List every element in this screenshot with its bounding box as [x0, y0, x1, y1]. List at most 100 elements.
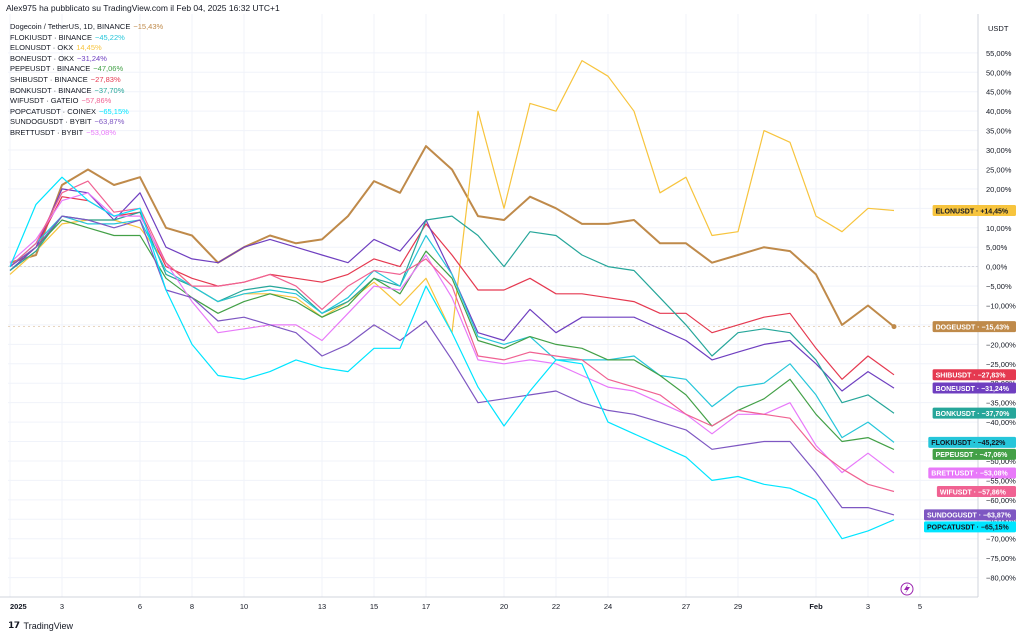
legend-item-value: −63,87%: [94, 117, 125, 127]
legend-item[interactable]: ELONUSDT · OKX 14,45%: [10, 43, 163, 54]
value-tag-bg: [932, 204, 1016, 216]
legend-item[interactable]: SHIBUSDT · BINANCE −27,83%: [10, 75, 163, 86]
y-tick-label: 0,00%: [986, 263, 1008, 272]
x-tick-label: 5: [918, 602, 922, 611]
y-tick-label: −40,00%: [986, 418, 1016, 427]
legend-item[interactable]: POPCATUSDT · COINEX −65,15%: [10, 107, 163, 118]
legend-item-value: −37,70%: [94, 85, 125, 95]
value-tag-bg: [932, 369, 1016, 381]
value-tag-bg: [932, 321, 1016, 333]
x-tick-label: 13: [318, 602, 326, 611]
y-tick-label: −80,00%: [986, 574, 1016, 583]
legend-item[interactable]: PEPEUSDT · BINANCE −47,06%: [10, 64, 163, 75]
y-tick-label: 55,00%: [986, 49, 1012, 58]
series-line-wifusdt: [9, 180, 895, 493]
value-tag-flokiusdt: FLOKIUSDT · −45,22%: [928, 436, 1016, 448]
series-legend: Dogecoin / TetherUS, 1D, BINANCE −15,43% F…: [10, 22, 163, 139]
legend-item-name: SHIBUSDT · BINANCE: [10, 74, 88, 84]
legend-item-value: −27,83%: [90, 74, 121, 84]
legend-item-name: BONEUSDT · OKX: [10, 53, 75, 63]
series-line-dogeusdt: [9, 145, 895, 328]
legend-item[interactable]: BONKUSDT · BINANCE −37,70%: [10, 86, 163, 97]
legend-item-name: FLOKIUSDT · BINANCE: [10, 32, 92, 42]
y-tick-label: −70,00%: [986, 535, 1016, 544]
x-tick-label: 8: [190, 602, 194, 611]
x-tick-label: 3: [60, 602, 64, 611]
legend-item[interactable]: Dogecoin / TetherUS, 1D, BINANCE −15,43%: [10, 22, 163, 33]
value-tag-label: DOGEUSDT · −15,43%: [936, 324, 1010, 331]
lightning-icon-bolt: [904, 584, 910, 594]
value-tag-bg: [924, 521, 1016, 533]
value-tag-label: FLOKIUSDT · −45,22%: [931, 440, 1006, 447]
x-tick-label: 24: [604, 602, 612, 611]
series-line-flokiusdt: [9, 215, 895, 443]
value-tag-bg: [932, 382, 1016, 394]
value-tag-bg: [936, 486, 1016, 498]
value-tag-label: BONEUSDT · −31,24%: [936, 386, 1010, 393]
y-tick-label: 45,00%: [986, 88, 1012, 97]
y-tick-label: 50,00%: [986, 68, 1012, 77]
value-tag-sundogusdt: SUNDOGUSDT · −63,87%: [924, 509, 1016, 521]
legend-item-value: −45,22%: [94, 32, 125, 42]
legend-item[interactable]: BRETTUSDT · BYBIT −53,08%: [10, 128, 163, 139]
legend-item-value: 14,45%: [76, 43, 102, 53]
value-tag-pepeusdt: PEPEUSDT · −47,06%: [932, 448, 1016, 460]
legend-item[interactable]: SUNDOGUSDT · BYBIT −63,87%: [10, 117, 163, 128]
legend-item-value: −31,24%: [77, 53, 107, 63]
legend-item-name: BRETTUSDT · BYBIT: [10, 127, 84, 137]
y-tick-label: −5,00%: [986, 282, 1012, 291]
y-tick-label: 40,00%: [986, 107, 1012, 116]
y-tick-label: −75,00%: [986, 554, 1016, 563]
legend-item-value: −53,08%: [86, 127, 117, 137]
y-tick-label: −55,00%: [986, 476, 1016, 485]
y-tick-label: 35,00%: [986, 127, 1012, 136]
legend-item-value: −47,06%: [93, 64, 124, 74]
doge-last-point: [891, 324, 897, 330]
value-tag-elonusdt: ELONUSDT · +14,45%: [932, 204, 1016, 216]
x-tick-label: 27: [682, 602, 690, 611]
value-tag-wifusdt: WIFUSDT · −57,86%: [936, 486, 1016, 498]
lightning-icon: [900, 582, 914, 596]
value-tag-label: SUNDOGUSDT · −63,87%: [927, 513, 1012, 520]
y-axis-unit: USDT: [988, 24, 1009, 33]
value-tag-bg: [932, 407, 1016, 419]
legend-item[interactable]: BONEUSDT · OKX −31,24%: [10, 54, 163, 65]
legend-item[interactable]: FLOKIUSDT · BINANCE −45,22%: [10, 33, 163, 44]
legend-item-name: POPCATUSDT · COINEX: [10, 106, 96, 116]
x-tick-label: 20: [500, 602, 508, 611]
value-tag-label: POPCATUSDT · −65,15%: [927, 525, 1010, 532]
value-tag-label: WIFUSDT · −57,86%: [940, 489, 1007, 496]
y-tick-label: −60,00%: [986, 496, 1016, 505]
x-tick-label: 3: [866, 602, 870, 611]
y-tick-label: −10,00%: [986, 302, 1016, 311]
y-tick-label: 5,00%: [986, 243, 1008, 252]
value-tag-label: ELONUSDT · +14,45%: [936, 208, 1009, 215]
value-tag-bg: [928, 467, 1016, 479]
x-tick-label: 2025: [10, 602, 27, 611]
x-tick-label: 6: [138, 602, 142, 611]
legend-item-value: −65,15%: [98, 106, 129, 116]
publish-header: Alex975 ha pubblicato su TradingView.com…: [6, 3, 280, 13]
value-tag-bg: [924, 509, 1016, 521]
value-tag-label: BRETTUSDT · −53,08%: [931, 471, 1008, 478]
value-tag-bg: [932, 448, 1016, 460]
legend-item-name: PEPEUSDT · BINANCE: [10, 64, 91, 74]
value-tag-popcatusdt: POPCATUSDT · −65,15%: [924, 521, 1016, 533]
footer: 𝟭𝟳 TradingView: [8, 620, 73, 631]
x-tick-label: Feb: [809, 602, 823, 611]
value-tag-label: PEPEUSDT · −47,06%: [936, 452, 1009, 459]
series-line-sundogusdt: [9, 215, 895, 516]
x-tick-label: 15: [370, 602, 378, 611]
series-line-brettusdt: [9, 192, 895, 474]
value-tag-dogeusdt: DOGEUSDT · −15,43%: [932, 321, 1016, 333]
legend-item-name: WIFUSDT · GATEIO: [10, 96, 79, 106]
y-tick-label: −25,00%: [986, 360, 1016, 369]
value-tag-shibusdt: SHIBUSDT · −27,83%: [932, 369, 1016, 381]
y-tick-label: −35,00%: [986, 399, 1016, 408]
tradingview-logo-icon: 𝟭𝟳: [8, 620, 20, 630]
value-tag-bonkusdt: BONKUSDT · −37,70%: [932, 407, 1016, 419]
y-tick-label: 30,00%: [986, 146, 1012, 155]
legend-item[interactable]: WIFUSDT · GATEIO −57,86%: [10, 96, 163, 107]
